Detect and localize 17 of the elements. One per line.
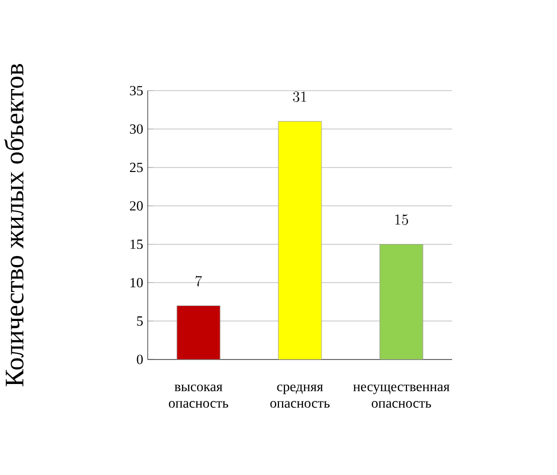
y-tick-label: 25	[130, 162, 143, 172]
data-label: 15	[395, 214, 408, 225]
y-tick-label: 0	[136, 354, 143, 364]
y-axis-title: Количество жилых объектов	[4, 64, 24, 386]
x-tick-label: средняя опасность	[270, 384, 330, 408]
bar	[380, 244, 424, 360]
data-label: 31	[293, 91, 306, 102]
y-tick-label: 15	[130, 239, 143, 249]
y-tick-label: 30	[130, 124, 143, 134]
y-tick-label: 10	[130, 278, 143, 288]
y-tick-label: 5	[137, 316, 143, 326]
data-label: 7	[196, 275, 202, 286]
y-tick-label: 20	[130, 200, 143, 210]
x-tick-label: несущественная опасность	[353, 384, 450, 408]
bar	[278, 120, 322, 360]
x-tick-label: высокая опасность	[168, 384, 228, 408]
y-tick-label: 35	[130, 86, 143, 96]
